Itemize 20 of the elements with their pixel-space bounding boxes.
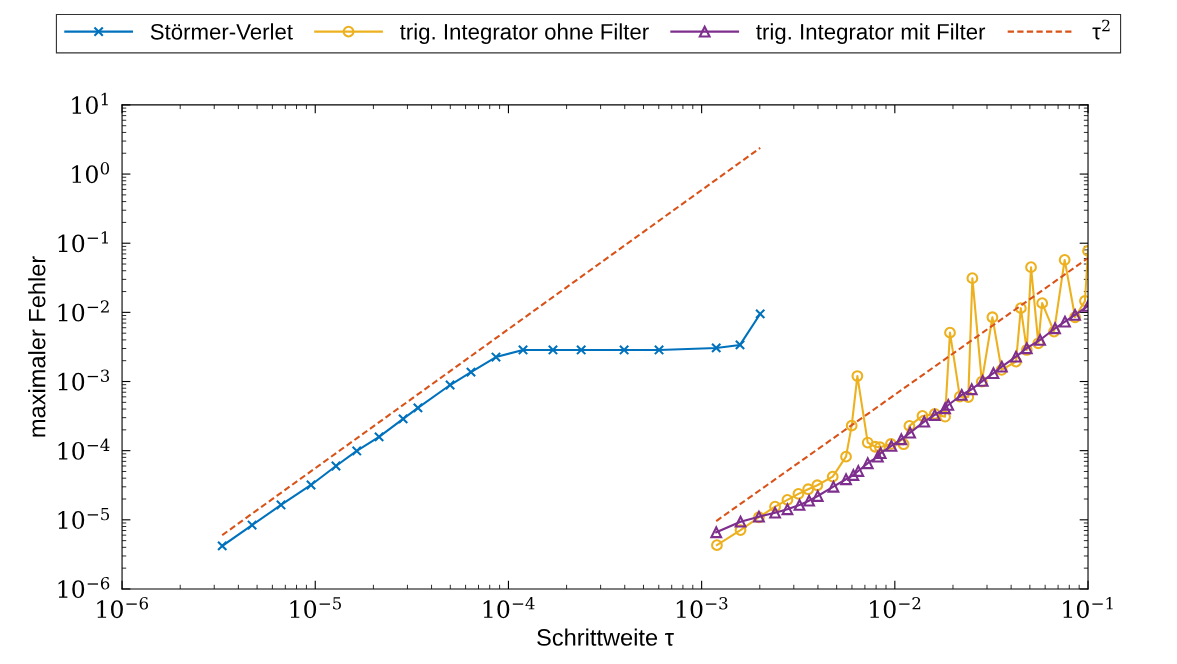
legend-label: trig. Integrator ohne Filter <box>400 23 649 45</box>
x-tick-label: 10$^{−1}$ <box>1063 597 1113 619</box>
legend-label: trig. Integrator mit Filter <box>756 23 986 45</box>
y-axis-title: maximaler Fehler <box>28 256 46 437</box>
x-tick-label: 10$^{−4}$ <box>483 597 535 619</box>
x-tick-label: 10$^{−5}$ <box>290 597 341 619</box>
legend-label: Störmer-Verlet <box>150 23 293 40</box>
y-tick-label: 10$^{−5}$ <box>58 508 110 529</box>
y-tick-label: 10$^{−4}$ <box>58 438 110 460</box>
y-tick-label: 10$^{−2}$ <box>58 300 109 322</box>
y-tick-label: 10$^{−1}$ <box>58 231 108 253</box>
y-tick-label: 10$^{1}$ <box>72 92 108 115</box>
x-axis-title: Schrittweite τ <box>537 628 674 646</box>
y-tick-label: 10$^{−3}$ <box>58 369 110 391</box>
y-tick-label: 10$^{0}$ <box>72 162 110 184</box>
legend-label: τ$^{2}$ <box>1092 19 1110 40</box>
x-tick-label: 10$^{−2}$ <box>870 597 921 619</box>
x-tick-label: 10$^{−3}$ <box>676 597 728 619</box>
x-tick-label: 10$^{−6}$ <box>97 597 149 619</box>
y-tick-label: 10$^{−6}$ <box>58 576 110 599</box>
